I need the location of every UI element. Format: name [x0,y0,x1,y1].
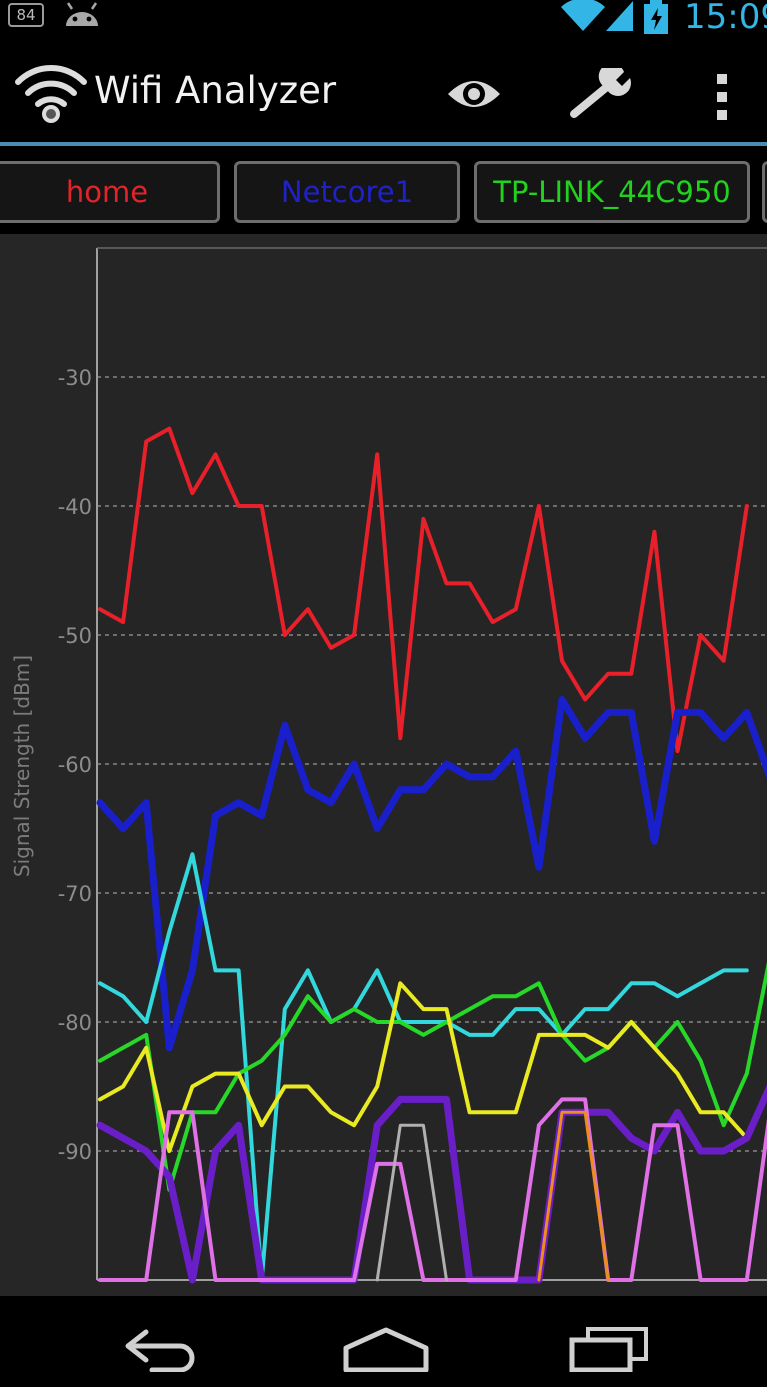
series-line [98,426,749,754]
tab-home[interactable]: home [0,161,220,223]
app-title: Wifi Analyzer [94,69,337,112]
action-bar: Wifi Analyzer [0,38,767,142]
battery-charging-icon [644,0,668,34]
series-line [98,852,749,1282]
series-line [375,1123,448,1282]
navigation-bar [0,1296,767,1387]
y-tick-label: -90 [58,1140,92,1164]
overflow-menu-icon[interactable] [712,74,732,120]
status-time: 15:09 [684,0,767,37]
home-icon[interactable] [340,1326,432,1372]
series-line [96,696,767,1052]
plot-area [97,248,767,1280]
tab-tp-link[interactable]: TP-LINK_44C950 [474,161,750,223]
y-axis-label: Signal Strength [dBm] [10,655,34,877]
signal-chart: -30 -40 -50 -60 -70 -80 -90 Signal Strength [dB… [10,247,767,1284]
series-line [98,961,767,1192]
tab-label-tp-link: TP-LINK_44C950 [493,175,731,209]
series-line [96,1084,767,1284]
y-tick-label: -60 [58,753,92,777]
notification-badge: 84 [8,3,44,27]
cell-signal-icon [606,1,633,31]
y-tick-label: -30 [58,366,92,390]
eye-icon[interactable] [446,74,502,114]
status-bar: 84 15:09 [0,0,767,38]
back-icon[interactable] [122,1326,206,1372]
action-bar-divider [0,142,767,146]
wifi-logo-icon [15,65,87,123]
signal-graph: -30 -40 -50 -60 -70 -80 -90 Signal Strength [dB… [0,234,767,1296]
tab-netcore1[interactable]: Netcore1 [234,161,460,223]
recents-icon[interactable] [568,1326,650,1372]
tab-label-home: home [65,175,149,209]
tab-next[interactable] [762,161,767,223]
y-tick-label: -40 [58,495,92,519]
y-tick-label: -80 [58,1011,92,1035]
series-line [537,1110,610,1282]
series-line [98,1097,767,1282]
android-icon [66,2,98,26]
wifi-signal-icon [561,0,605,31]
ssid-tabs: home Netcore1 TP-LINK_44C950 [0,146,767,234]
tab-label-netcore1: Netcore1 [280,175,414,209]
y-tick-label: -70 [58,882,92,906]
wrench-icon[interactable] [566,68,632,120]
series-line [98,981,767,1153]
y-tick-label: -50 [58,624,92,648]
